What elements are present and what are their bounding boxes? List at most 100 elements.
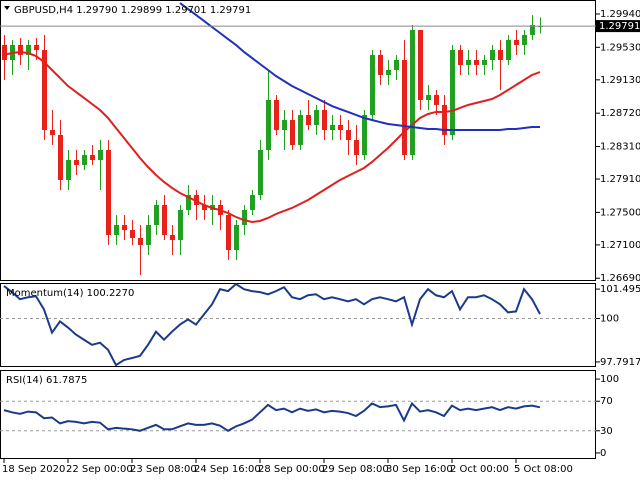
y-tick-label: 30 <box>600 426 613 437</box>
candle-body <box>106 150 111 235</box>
y-tick-label: 97.7917 <box>600 357 640 368</box>
x-tick-label: 23 Sep 08:00 <box>130 464 197 475</box>
candle-body <box>306 114 311 125</box>
chart-title: GBPUSD,H4 1.29790 1.29899 1.29701 1.2979… <box>14 5 251 16</box>
candle-body <box>34 44 39 51</box>
y-tick-label: 1.28310 <box>600 142 640 153</box>
candle-body <box>330 124 335 131</box>
candle-body <box>130 230 135 238</box>
candle-body <box>474 60 479 65</box>
candle-body <box>274 100 279 131</box>
candle-body <box>202 204 207 211</box>
candle-body <box>18 44 23 55</box>
candle-body <box>490 50 495 61</box>
candle-body <box>50 130 55 135</box>
candle-body <box>282 120 287 131</box>
indicator-title: RSI(14) 61.7875 <box>6 375 87 386</box>
candle-body <box>514 40 519 45</box>
x-tick-label: 18 Sep 2020 <box>2 464 65 475</box>
candle-body <box>242 210 247 225</box>
candle-body <box>226 214 231 251</box>
candle-body <box>378 54 383 75</box>
x-tick-label: 29 Sep 08:00 <box>322 464 389 475</box>
x-tick-label: 28 Sep 00:00 <box>258 464 325 475</box>
candle-body <box>258 150 263 195</box>
indicator-title: Momentum(14) 100.2270 <box>6 288 134 299</box>
candle-body <box>122 224 127 231</box>
pane-frame <box>0 370 596 459</box>
candle-body <box>426 94 431 101</box>
indicator-line <box>3 401 541 432</box>
candle-body <box>458 50 463 65</box>
candle-body <box>402 60 407 155</box>
pane-plot <box>2 2 543 275</box>
candle-body <box>530 24 535 35</box>
moving-average-line <box>3 50 541 223</box>
symbol-menu-icon <box>4 6 10 10</box>
candle-body <box>138 237 143 245</box>
candle-body <box>450 50 455 135</box>
y-tick-label: 1.27500 <box>600 207 640 218</box>
moving-average-line <box>179 2 540 132</box>
candle-body <box>338 124 343 131</box>
candle-body <box>194 194 199 205</box>
candle-body <box>58 134 63 181</box>
candle-body <box>178 210 183 241</box>
candle-body <box>90 154 95 161</box>
candle-body <box>434 94 439 105</box>
x-tick-label: 30 Sep 16:00 <box>386 464 453 475</box>
candle-body <box>66 160 71 181</box>
candle-body <box>346 130 351 141</box>
candle-body <box>506 40 511 61</box>
candle-body <box>354 140 359 155</box>
candle-body <box>410 30 415 155</box>
candle-body <box>154 204 159 225</box>
y-tick-label: 1.28720 <box>600 108 640 119</box>
candle-body <box>482 60 487 65</box>
candle-body <box>442 104 447 135</box>
candle-body <box>234 224 239 251</box>
candle-body <box>298 114 303 145</box>
y-tick-label: 0 <box>600 448 606 459</box>
last-price-label: 1.29791 <box>599 21 640 32</box>
y-tick-label: 1.29940 <box>600 9 640 20</box>
y-tick-label: 100 <box>600 374 619 385</box>
candle-body <box>498 50 503 61</box>
candle-body <box>394 60 399 71</box>
candle-body <box>370 54 375 115</box>
candle-body <box>290 120 295 145</box>
pane-plot <box>0 400 596 432</box>
y-tick-label: 1.29530 <box>600 42 640 53</box>
pane-plot <box>0 283 596 367</box>
candle-body <box>186 194 191 211</box>
last-price-box <box>596 20 640 33</box>
x-tick-label: 24 Sep 16:00 <box>194 464 261 475</box>
candle-body <box>162 204 167 235</box>
x-tick-label: 22 Sep 00:00 <box>66 464 133 475</box>
candle-body <box>466 60 471 65</box>
candle-body <box>26 44 31 55</box>
candle-body <box>522 34 527 45</box>
candle-body <box>170 234 175 241</box>
y-tick-label: 1.27100 <box>600 240 640 251</box>
pane-frame <box>0 0 596 281</box>
candle-body <box>386 70 391 75</box>
candle-body <box>322 110 327 131</box>
y-tick-label: 100 <box>600 313 619 324</box>
candle-body <box>98 150 103 161</box>
candle-body <box>250 194 255 211</box>
candle-body <box>74 160 79 165</box>
candle-body <box>314 110 319 125</box>
candle-body <box>42 50 47 131</box>
pane-frame <box>0 283 596 367</box>
y-tick-label: 70 <box>600 396 613 407</box>
y-tick-label: 1.26690 <box>600 273 640 284</box>
candle-body <box>362 114 367 155</box>
indicator-line <box>3 283 541 367</box>
candle-body <box>266 100 271 151</box>
candle-body <box>114 224 119 235</box>
